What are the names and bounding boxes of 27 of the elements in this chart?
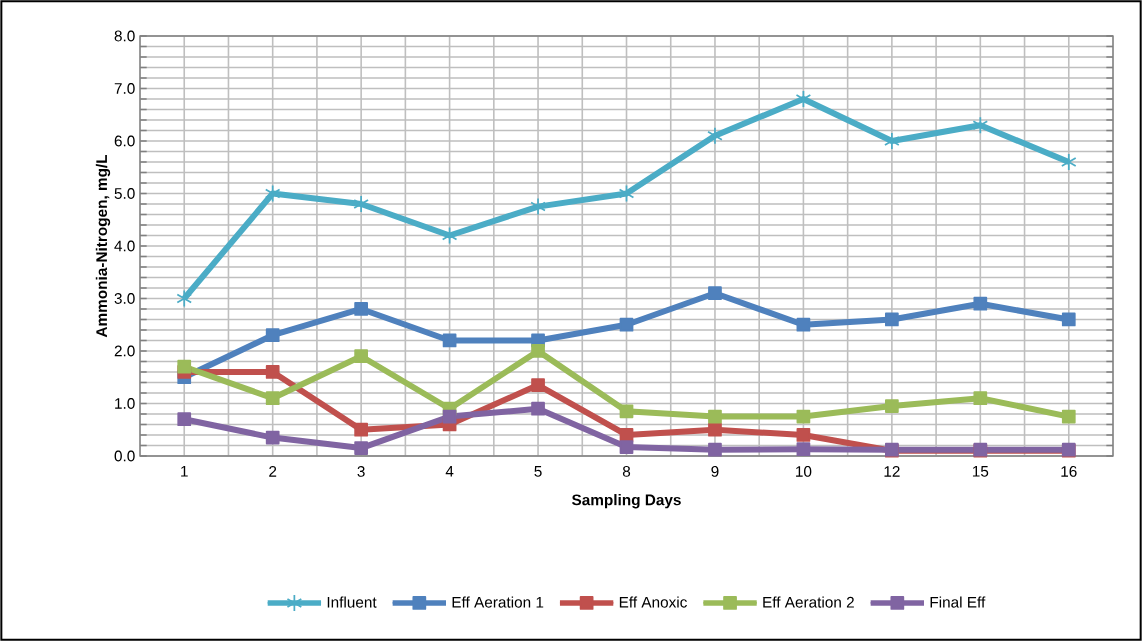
x-tick-label: 10	[796, 466, 812, 477]
x-tick-label: 5	[534, 466, 542, 477]
y-tick-label: 6.0	[114, 135, 135, 147]
x-tick-label: 3	[357, 466, 365, 477]
y-axis-title: Ammonia-Nitrogen, mg/L	[95, 154, 111, 338]
x-tick-label: 9	[711, 466, 719, 477]
x-tick-label: 15	[972, 466, 989, 477]
y-tick-label: 1.0	[115, 398, 135, 409]
legend-label: Eff Aeration 1	[452, 596, 544, 608]
x-tick-label: 1	[181, 466, 188, 477]
x-tick-label: 4	[445, 466, 454, 477]
x-tick-label: 16	[1061, 466, 1077, 477]
y-tick-label: 5.0	[114, 188, 135, 199]
x-tick-label: 8	[622, 466, 631, 477]
y-tick-label: 0.0	[114, 450, 135, 462]
legend-label: Eff Anoxic	[619, 596, 687, 608]
y-tick-label: 2.0	[114, 345, 135, 357]
y-tick-label: 4.0	[114, 240, 135, 252]
legend-label: Eff Aeration 2	[763, 596, 854, 608]
legend-label: Final Eff	[930, 596, 986, 608]
x-axis-title: Sampling Days	[571, 494, 681, 509]
legend-label: Influent	[327, 596, 377, 608]
x-tick-label: 12	[884, 466, 900, 477]
y-tick-label: 8.0	[114, 30, 135, 42]
x-tick-label: 2	[269, 466, 277, 477]
y-tick-label: 7.0	[114, 83, 135, 94]
y-tick-label: 3.0	[114, 293, 135, 304]
